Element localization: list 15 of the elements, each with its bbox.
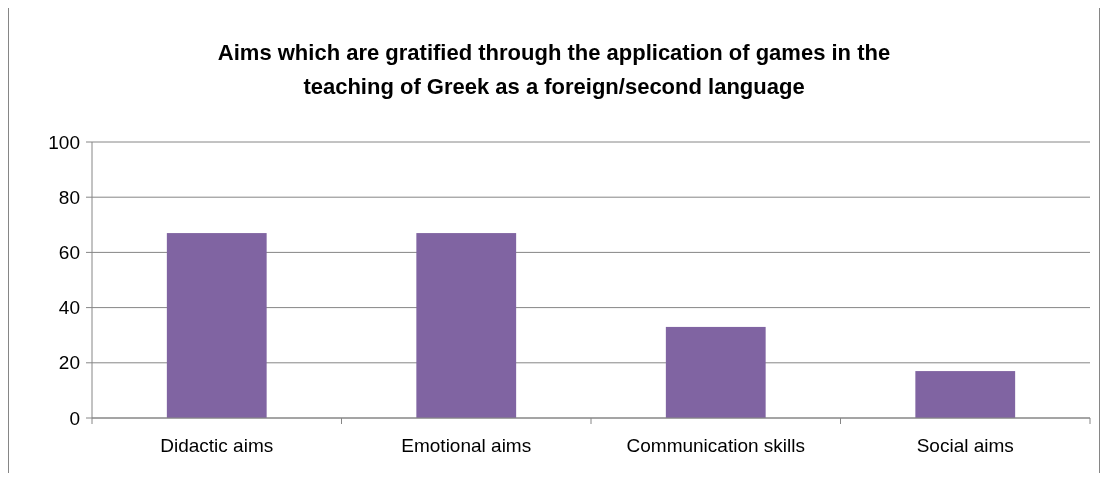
x-tick-label: Communication skills: [626, 435, 805, 456]
y-tick-label: 0: [69, 407, 80, 429]
y-tick-label: 100: [48, 131, 80, 153]
y-tick-label: 80: [58, 186, 80, 208]
y-tick-label: 40: [58, 297, 80, 319]
x-tick-label: Didactic aims: [160, 435, 274, 456]
y-tick-label: 20: [58, 352, 80, 374]
bar: [915, 371, 1016, 418]
x-tick-label: Social aims: [916, 435, 1014, 456]
chart-title: Aims which are gratified through the application of games in the teaching of Greek as a foreign/second language: [217, 40, 891, 99]
y-tick-label: 60: [58, 242, 80, 264]
bar: [416, 233, 517, 418]
bar: [665, 326, 766, 418]
x-tick-label: Emotional aims: [401, 435, 532, 456]
bar: [166, 233, 267, 418]
